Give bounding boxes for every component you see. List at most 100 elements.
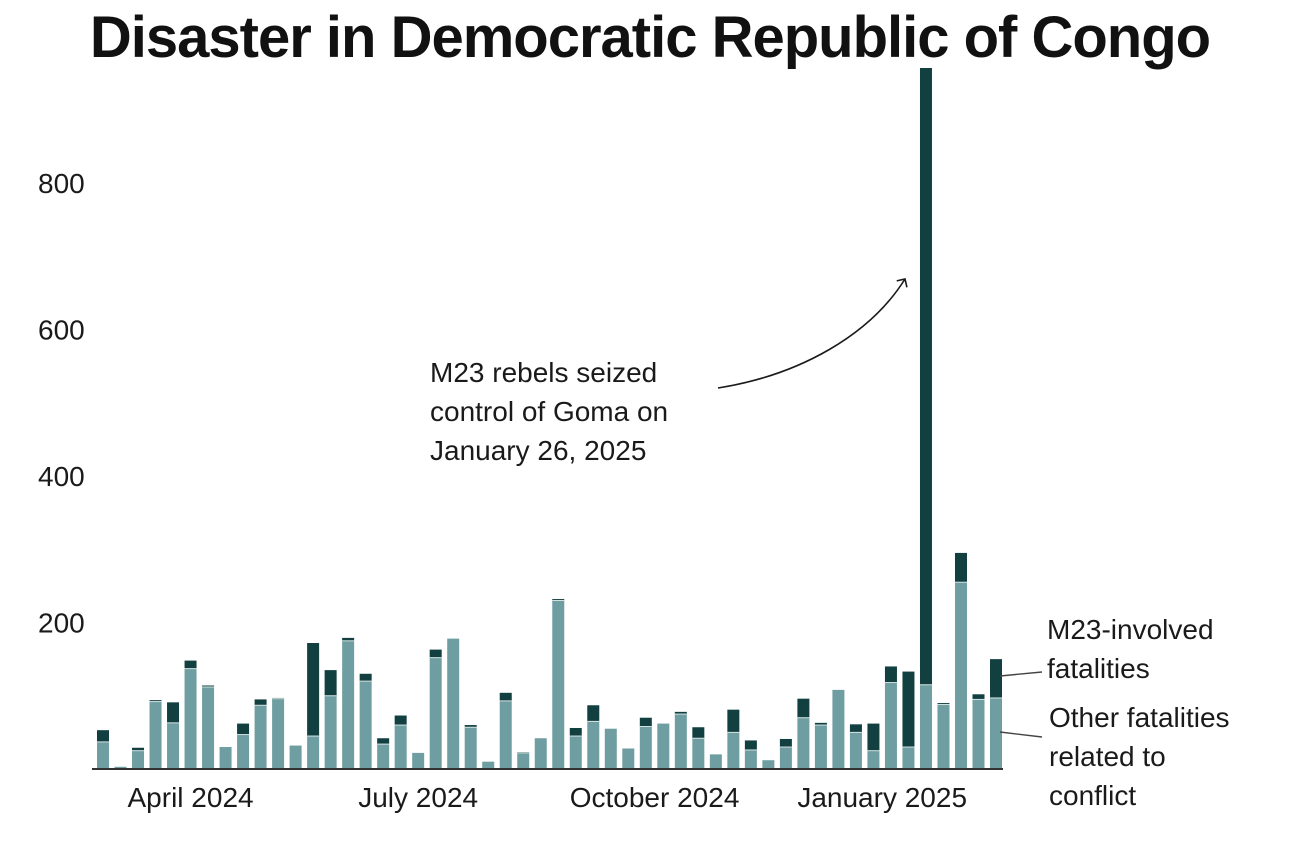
bar-group	[744, 740, 757, 769]
goma-annotation: M23 rebels seized control of Goma on Jan…	[430, 278, 908, 466]
annotation-line-2: control of Goma on	[430, 396, 668, 427]
bar-group	[254, 699, 267, 769]
bar-m23-fatalities	[552, 599, 565, 601]
bar-m23-fatalities	[884, 666, 897, 683]
bar-m23-fatalities	[394, 715, 407, 726]
legend-other-line-1: Other fatalities	[1049, 702, 1230, 733]
bar-group	[797, 698, 810, 769]
bar-other-fatalities	[587, 721, 600, 769]
bar-group	[447, 638, 460, 769]
bar-m23-fatalities	[744, 740, 757, 750]
bar-group	[972, 694, 985, 769]
bar-group	[412, 752, 425, 769]
bar-m23-fatalities	[342, 637, 355, 641]
bar-other-fatalities	[377, 744, 390, 769]
bar-other-fatalities	[114, 766, 127, 769]
bar-other-fatalities	[132, 750, 145, 769]
y-tick-label: 200	[38, 608, 85, 639]
bar-other-fatalities	[394, 725, 407, 769]
bar-group	[377, 738, 390, 769]
bar-other-fatalities	[447, 638, 460, 769]
bar-other-fatalities	[814, 725, 827, 769]
x-tick-label: January 2025	[797, 782, 967, 813]
bar-m23-fatalities	[587, 705, 600, 722]
bar-m23-fatalities	[639, 717, 652, 727]
bar-other-fatalities	[482, 761, 495, 769]
bar-other-fatalities	[552, 600, 565, 769]
bar-other-fatalities	[569, 736, 582, 769]
bar-group	[814, 722, 827, 769]
bar-m23-fatalities	[149, 700, 162, 702]
bar-group	[219, 747, 232, 769]
bar-m23-fatalities	[937, 703, 950, 705]
bar-other-fatalities	[849, 732, 862, 769]
bar-group	[639, 717, 652, 769]
bar-m23-fatalities	[132, 747, 145, 751]
bar-group	[622, 748, 635, 769]
bar-m23-fatalities	[674, 711, 687, 715]
y-tick-label: 600	[38, 315, 85, 346]
bar-group	[342, 637, 355, 769]
bar-group	[114, 766, 127, 769]
bar-m23-fatalities	[307, 643, 320, 737]
bar-other-fatalities	[657, 723, 670, 769]
bar-group	[184, 660, 197, 769]
bar-group	[569, 727, 582, 769]
bar-other-fatalities	[622, 748, 635, 769]
bar-group	[359, 673, 372, 769]
annotation-line-1: M23 rebels seized	[430, 357, 657, 388]
bar-m23-fatalities	[727, 709, 740, 733]
bar-m23-fatalities	[779, 738, 792, 748]
bar-m23-fatalities	[499, 692, 512, 701]
bar-group	[307, 643, 320, 769]
bar-m23-fatalities	[954, 552, 967, 583]
annotation-line-3: January 26, 2025	[430, 435, 646, 466]
bar-group	[517, 752, 530, 769]
bar-other-fatalities	[202, 686, 215, 769]
bar-m23-fatalities	[797, 698, 810, 718]
bar-group	[832, 689, 845, 769]
x-tick-label: October 2024	[570, 782, 740, 813]
y-axis-ticks: 200 400 600 800	[38, 168, 85, 639]
bar-m23-fatalities	[254, 699, 267, 706]
bar-other-fatalities	[709, 754, 722, 769]
x-tick-label: April 2024	[128, 782, 254, 813]
bar-other-fatalities	[97, 741, 109, 769]
bar-group	[954, 552, 967, 769]
bar-other-fatalities	[517, 752, 530, 769]
x-tick-label: July 2024	[358, 782, 478, 813]
bar-other-fatalities	[534, 738, 547, 769]
bar-group	[464, 725, 477, 769]
bar-group	[884, 666, 897, 769]
bar-m23-fatalities	[814, 722, 827, 726]
bar-other-fatalities	[604, 728, 617, 769]
bars-group	[97, 67, 1003, 769]
bar-group	[919, 67, 932, 769]
bar-other-fatalities	[902, 747, 915, 769]
bar-other-fatalities	[674, 714, 687, 769]
bar-other-fatalities	[429, 657, 442, 769]
bar-group	[674, 711, 687, 769]
bar-other-fatalities	[184, 668, 197, 769]
bar-group	[324, 670, 337, 769]
bar-group	[937, 703, 950, 769]
bar-group	[202, 685, 215, 769]
bar-m23-fatalities	[429, 649, 442, 658]
bar-other-fatalities	[727, 732, 740, 769]
annotation-arrow	[717, 278, 908, 389]
bar-group	[272, 697, 285, 769]
bar-group	[552, 599, 565, 769]
bar-m23-fatalities	[919, 67, 932, 685]
bar-other-fatalities	[412, 752, 425, 769]
bar-m23-fatalities	[867, 723, 880, 751]
bar-group	[149, 700, 162, 769]
bar-other-fatalities	[499, 700, 512, 769]
bar-m23-fatalities	[377, 738, 390, 745]
bar-group	[990, 659, 1003, 769]
bar-m23-fatalities	[569, 727, 582, 737]
bar-other-fatalities	[149, 701, 162, 769]
bar-other-fatalities	[972, 699, 985, 769]
bar-group	[132, 747, 145, 769]
bar-m23-fatalities	[359, 673, 372, 682]
